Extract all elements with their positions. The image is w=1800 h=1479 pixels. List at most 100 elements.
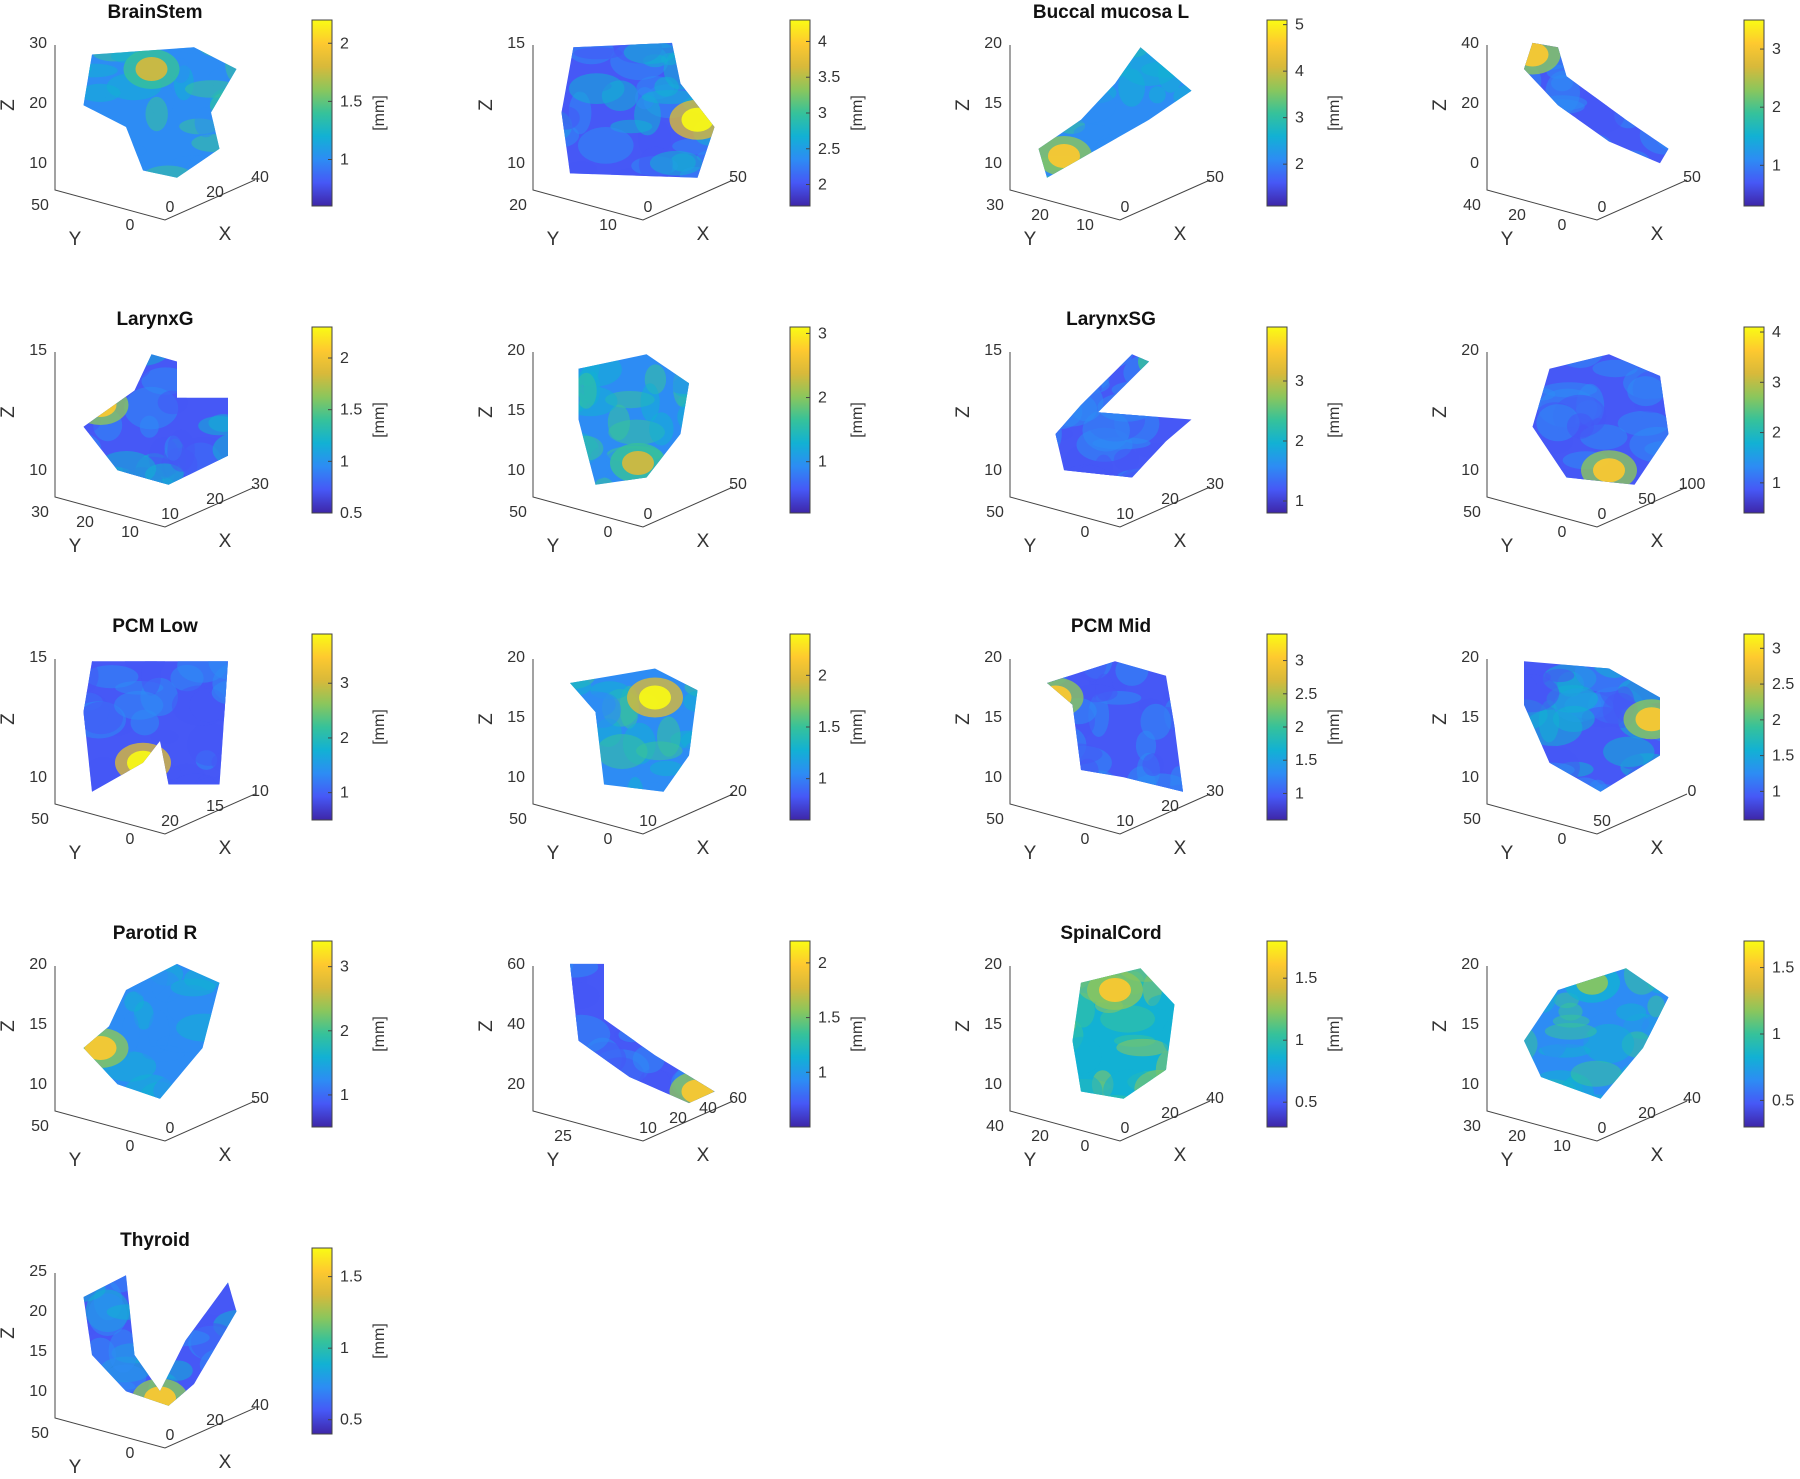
z-axis-label: Z	[1430, 1020, 1451, 1032]
colorbar-tick: 2	[340, 35, 349, 52]
colorbar	[312, 20, 332, 206]
panel-3: Esophagus40200Z40200Y050X321[mm]	[1430, 19, 1781, 250]
y-tick: 10	[599, 217, 617, 234]
colorbar-frame	[311, 1247, 333, 1435]
colorbar-tick: 0.5	[1772, 1092, 1794, 1109]
y-tick: 0	[126, 217, 135, 234]
y-tick: 0	[604, 831, 613, 848]
z-tick: 20	[29, 956, 47, 973]
axis-lines	[1009, 45, 1211, 221]
colorbar-tick: 2	[340, 350, 349, 367]
z-tick: 20	[1461, 95, 1479, 112]
y-axis-label: Y	[547, 843, 560, 864]
colorbar	[312, 327, 332, 513]
y-tick: 0	[1558, 217, 1567, 234]
y-axis-label: Y	[1501, 229, 1514, 250]
colorbar-tick: 2	[818, 667, 827, 684]
y-axis-label: Y	[69, 229, 82, 250]
colorbar	[790, 20, 810, 206]
x-tick: 20	[729, 783, 747, 800]
x-tick: 0	[1598, 1120, 1607, 1137]
panel-title: Parotid R	[113, 923, 198, 944]
y-axis-label: Y	[547, 229, 560, 250]
colorbar-label: [mm]	[849, 709, 866, 745]
colorbar	[1744, 327, 1764, 513]
surface	[1047, 661, 1183, 792]
z-tick: 20	[1461, 956, 1479, 973]
x-axis-label: X	[1174, 531, 1187, 552]
axis-lines	[1009, 966, 1211, 1142]
axis-lines	[532, 659, 734, 835]
y-axis-label: Y	[1501, 536, 1514, 557]
axis-lines	[532, 45, 734, 221]
colorbar-label: [mm]	[1326, 402, 1343, 438]
surface	[83, 963, 220, 1099]
x-tick: 10	[1116, 813, 1134, 830]
colorbar-tick: 2	[1295, 719, 1304, 736]
surface	[561, 42, 715, 178]
x-tick: 20	[1161, 798, 1179, 815]
axis-lines	[1009, 659, 1211, 835]
colorbar-label: [mm]	[371, 402, 388, 438]
z-tick: 15	[29, 342, 47, 359]
z-tick: 15	[984, 1016, 1002, 1033]
z-tick: 15	[984, 342, 1002, 359]
surface	[83, 661, 228, 792]
y-tick: 0	[126, 831, 135, 848]
colorbar-tick: 2	[1772, 425, 1781, 442]
colorbar	[312, 941, 332, 1127]
panel-9: PCM Mid 20 15 10 Z 50 0 Y 10 20 X 2 1.5 1 [mm]	[476, 616, 1151, 864]
z-axis-label: Z	[0, 99, 19, 111]
colorbar-frame	[1266, 326, 1288, 514]
z-tick: 60	[507, 956, 525, 973]
colorbar-label: [mm]	[849, 1016, 866, 1052]
y-tick: 50	[1463, 504, 1481, 521]
axis-lines	[54, 966, 256, 1142]
z-tick: 10	[29, 1383, 47, 1400]
x-tick: 0	[166, 1427, 175, 1444]
z-tick: 20	[29, 95, 47, 112]
axis-lines	[1486, 45, 1688, 221]
x-tick: 20	[206, 491, 224, 508]
y-axis-label: Y	[547, 1150, 560, 1171]
colorbar-label: [mm]	[1326, 709, 1343, 745]
x-axis-label: X	[219, 1452, 232, 1473]
y-tick: 50	[31, 197, 49, 214]
x-tick: 30	[251, 476, 269, 493]
panel-15: Submandibular R201510Z302010Y02040X1.510…	[1430, 940, 1794, 1171]
colorbar-label: [mm]	[371, 1016, 388, 1052]
z-tick: 10	[984, 462, 1002, 479]
x-tick: 20	[1161, 491, 1179, 508]
y-tick: 0	[1081, 1138, 1090, 1155]
axis-lines	[532, 966, 734, 1142]
colorbar-tick: 1	[1295, 493, 1304, 510]
colorbar-tick: 1.5	[1772, 960, 1794, 977]
colorbar	[1267, 20, 1287, 206]
z-tick: 20	[507, 1076, 525, 1093]
axis-lines	[54, 352, 256, 528]
y-tick: 40	[986, 1118, 1004, 1135]
z-axis-label: Z	[0, 1327, 19, 1339]
colorbar-label: [mm]	[1326, 1016, 1343, 1052]
y-axis-label: Y	[69, 1457, 82, 1478]
x-axis-label: X	[1174, 224, 1187, 245]
y-tick: 30	[986, 197, 1004, 214]
surface	[1524, 42, 1669, 164]
x-tick: 20	[1638, 1105, 1656, 1122]
z-tick: 10	[984, 769, 1002, 786]
y-axis-label: Y	[547, 536, 560, 557]
z-axis-label: Z	[0, 713, 19, 725]
z-tick: 10	[507, 155, 525, 172]
z-tick: 15	[1461, 1016, 1479, 1033]
x-tick: 20	[1161, 1105, 1179, 1122]
z-tick: 20	[507, 649, 525, 666]
colorbar-tick: 1	[1772, 157, 1781, 174]
y-axis-label: Y	[69, 843, 82, 864]
z-tick: 25	[29, 1263, 47, 1280]
y-tick: 25	[554, 1128, 572, 1145]
colorbar-tick: 1	[1295, 785, 1304, 802]
z-axis-label: Z	[476, 99, 497, 111]
x-tick: 40	[699, 1100, 717, 1117]
y-tick: 50	[986, 811, 1004, 828]
